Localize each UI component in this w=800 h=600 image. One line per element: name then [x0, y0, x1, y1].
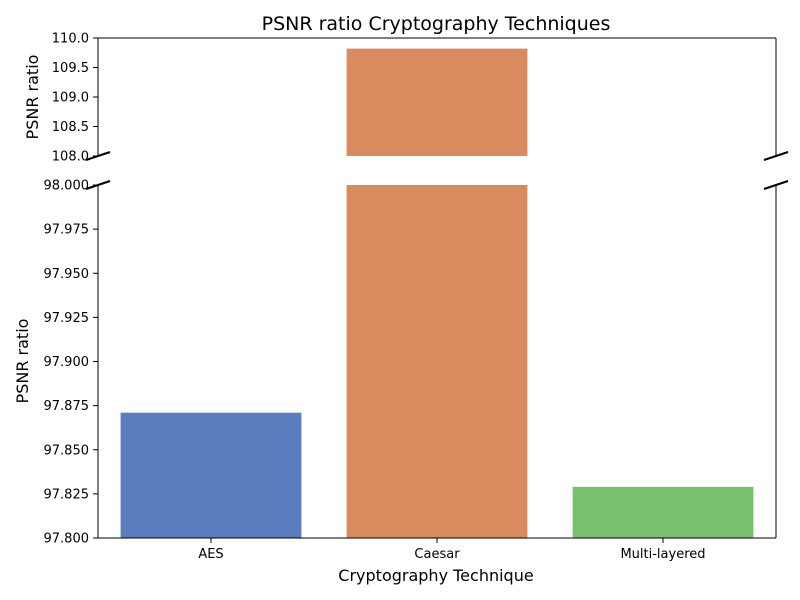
lower-bar-multi-layered: [572, 486, 754, 538]
chart-title: PSNR ratio Cryptography Techniques: [262, 13, 611, 35]
lower-y-tick-label: 97.925: [44, 311, 90, 326]
x-tick-label-multi-layered: Multi-layered: [620, 547, 705, 562]
lower-y-axis-label: PSNR ratio: [13, 319, 32, 404]
x-tick-label-aes: AES: [198, 547, 223, 562]
upper-bar-caesar: [346, 48, 528, 157]
upper-y-tick-label: 108.0: [52, 150, 89, 165]
lower-y-tick-label: 97.875: [44, 399, 90, 414]
x-tick-label-caesar: Caesar: [414, 547, 460, 562]
upper-y-tick-label: 108.5: [52, 120, 89, 135]
lower-y-tick-label: 97.850: [44, 443, 90, 458]
upper-y-tick-label: 109.0: [52, 91, 89, 106]
lower-y-tick-label: 97.950: [44, 267, 90, 282]
lower-y-tick-label: 97.800: [44, 532, 90, 547]
upper-y-tick-label: 110.0: [52, 32, 89, 47]
upper-y-tick-label: 109.5: [52, 61, 89, 76]
upper-y-axis-label: PSNR ratio: [23, 55, 42, 140]
x-axis-label: Cryptography Technique: [338, 566, 533, 585]
lower-bar-caesar: [346, 185, 528, 538]
axis-break-mark: [763, 180, 789, 190]
upper-panel: 108.0 108.5 109.0 109.5 110.0: [52, 32, 777, 165]
lower-panel: 97.800 97.825 97.850 97.875 97.900 97.925 97.9…: [44, 179, 777, 562]
lower-y-tick-label: 97.975: [44, 223, 90, 238]
axis-break-mark: [85, 151, 111, 161]
lower-y-tick-label: 98.000: [44, 179, 90, 194]
axis-break-mark: [763, 151, 789, 161]
lower-y-tick-label: 97.825: [44, 487, 90, 502]
lower-bar-aes: [120, 412, 302, 538]
axis-break-mark: [85, 180, 111, 190]
lower-y-tick-label: 97.900: [44, 355, 90, 370]
